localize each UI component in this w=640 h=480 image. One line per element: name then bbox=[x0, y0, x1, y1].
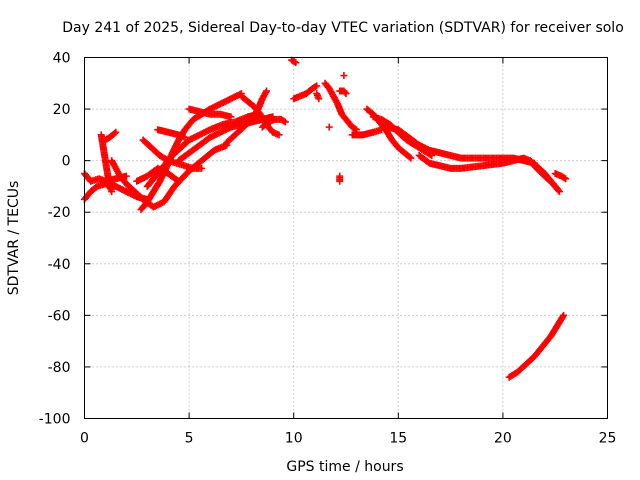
data-point bbox=[341, 88, 349, 96]
data-point bbox=[181, 133, 189, 141]
data-layer bbox=[81, 56, 570, 381]
data-point bbox=[560, 174, 568, 182]
series-arc-x bbox=[348, 126, 386, 139]
series-arc-r bbox=[313, 90, 323, 103]
x-tick-label: 20 bbox=[494, 431, 512, 447]
data-point bbox=[198, 164, 206, 172]
y-tick-label: -20 bbox=[48, 205, 71, 221]
series-arc-q bbox=[290, 82, 321, 103]
y-axis-label: SDTVAR / TECUs bbox=[6, 181, 22, 296]
data-point bbox=[112, 128, 120, 136]
data-point bbox=[281, 118, 289, 126]
series-arc-t bbox=[325, 123, 333, 131]
series-arc-ad bbox=[551, 170, 570, 183]
series-arc-ae bbox=[505, 311, 568, 381]
series-arc-u bbox=[336, 87, 350, 98]
y-tick-label: 20 bbox=[53, 102, 71, 118]
y-tick-label: -100 bbox=[39, 412, 71, 428]
data-point bbox=[407, 154, 415, 162]
data-point bbox=[108, 188, 116, 196]
data-point bbox=[315, 95, 323, 103]
y-tick-label: -80 bbox=[48, 360, 71, 376]
data-point bbox=[406, 153, 414, 161]
data-point bbox=[325, 123, 333, 131]
data-point bbox=[351, 125, 359, 133]
x-tick-label: 25 bbox=[599, 431, 617, 447]
tick-layer: 0 5 10 15 20 25 -100 -80 -60 -40 -20 0 20 40 bbox=[39, 51, 617, 447]
series-arc-ac bbox=[530, 162, 563, 196]
series-arc-i bbox=[139, 136, 206, 172]
x-axis-label: GPS time / hours bbox=[286, 459, 403, 475]
data-point bbox=[263, 87, 271, 95]
series-arc-d bbox=[101, 128, 120, 144]
data-point bbox=[122, 172, 130, 180]
series-arc-j bbox=[154, 126, 189, 141]
data-point bbox=[292, 59, 300, 67]
data-point bbox=[336, 177, 344, 185]
data-point bbox=[175, 177, 183, 185]
data-point bbox=[554, 186, 562, 194]
x-tick-label: 0 bbox=[80, 431, 89, 447]
series-arc-p bbox=[288, 56, 300, 67]
series-arc-w bbox=[336, 172, 344, 185]
series-arc-c bbox=[97, 131, 116, 196]
series-arc-k bbox=[185, 105, 235, 121]
data-point bbox=[311, 83, 319, 91]
series-arc-o bbox=[258, 115, 289, 131]
data-point bbox=[290, 58, 298, 66]
data-point bbox=[340, 72, 348, 80]
x-tick-label: 15 bbox=[389, 431, 407, 447]
data-point bbox=[280, 117, 288, 125]
data-point bbox=[313, 82, 321, 90]
grid-layer bbox=[84, 57, 608, 419]
data-point bbox=[562, 175, 570, 183]
y-tick-label: -40 bbox=[48, 257, 71, 273]
data-point bbox=[227, 113, 235, 121]
data-point bbox=[275, 131, 283, 139]
data-point bbox=[173, 176, 181, 184]
data-point bbox=[560, 311, 568, 319]
series-arc-s bbox=[321, 79, 360, 134]
y-tick-label: 40 bbox=[53, 51, 71, 67]
data-point bbox=[555, 188, 563, 196]
plot-frame bbox=[84, 57, 608, 419]
series-arc-v bbox=[340, 72, 348, 80]
data-point bbox=[342, 90, 350, 98]
y-tick-label: 0 bbox=[62, 154, 71, 170]
data-point bbox=[111, 129, 119, 137]
x-tick-label: 10 bbox=[285, 431, 303, 447]
chart-title: Day 241 of 2025, Sidereal Day-to-day VTE… bbox=[62, 20, 624, 36]
x-tick-label: 5 bbox=[185, 431, 194, 447]
y-tick-label: -60 bbox=[48, 308, 71, 324]
